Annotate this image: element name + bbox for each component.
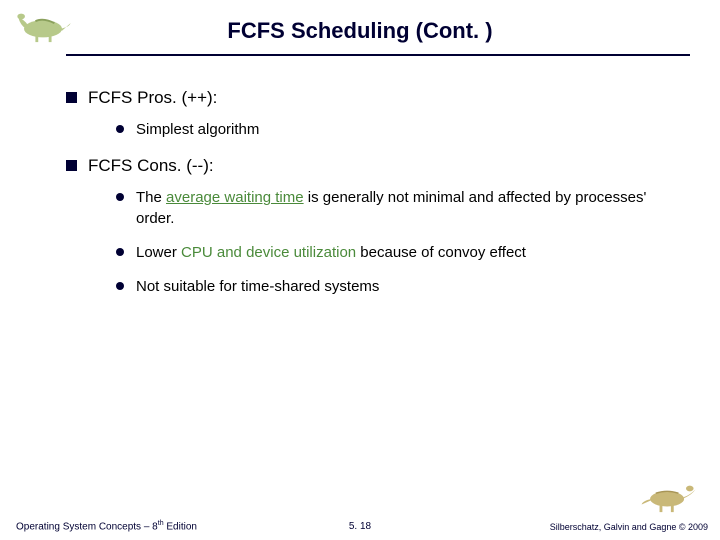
sub-bullet: Not suitable for time-shared systems xyxy=(116,277,670,297)
dinosaur-top-left-icon xyxy=(14,6,72,44)
bullet-pros: FCFS Pros. (++): Simplest algorithm xyxy=(66,88,670,140)
slide-title: FCFS Scheduling (Cont. ) xyxy=(227,18,492,44)
sub-bullet: The average waiting time is generally no… xyxy=(116,188,670,229)
sub-bullet: Simplest algorithm xyxy=(116,120,670,140)
footer-right-copyright: Silberschatz, Galvin and Gagne © 2009 xyxy=(550,522,708,532)
bullet-cons-text: FCFS Cons. (--): xyxy=(88,156,214,175)
bullet-pros-text: FCFS Pros. (++): xyxy=(88,88,217,107)
sub-bullet: Lower CPU and device utilization because… xyxy=(116,243,670,263)
footer-center-page: 5. 18 xyxy=(349,521,371,532)
title-underline xyxy=(66,54,690,56)
footer-left: Operating System Concepts – 8th Edition xyxy=(16,520,197,532)
bullet-cons: FCFS Cons. (--): The average waiting tim… xyxy=(66,156,670,297)
slide-body: FCFS Pros. (++): Simplest algorithm FCFS… xyxy=(0,66,720,297)
slide-footer: Operating System Concepts – 8th Edition … xyxy=(0,508,720,532)
